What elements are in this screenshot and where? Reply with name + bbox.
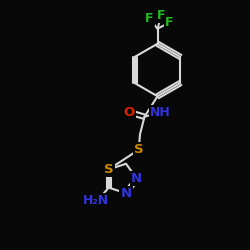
Text: F: F xyxy=(145,12,154,25)
Text: F: F xyxy=(157,9,166,22)
Text: N: N xyxy=(120,187,132,200)
Text: O: O xyxy=(123,106,134,119)
Text: S: S xyxy=(134,143,143,156)
Text: H₂N: H₂N xyxy=(83,194,109,207)
Text: F: F xyxy=(165,16,174,29)
Text: S: S xyxy=(104,163,114,176)
Text: N: N xyxy=(131,172,142,185)
Text: NH: NH xyxy=(150,106,171,119)
